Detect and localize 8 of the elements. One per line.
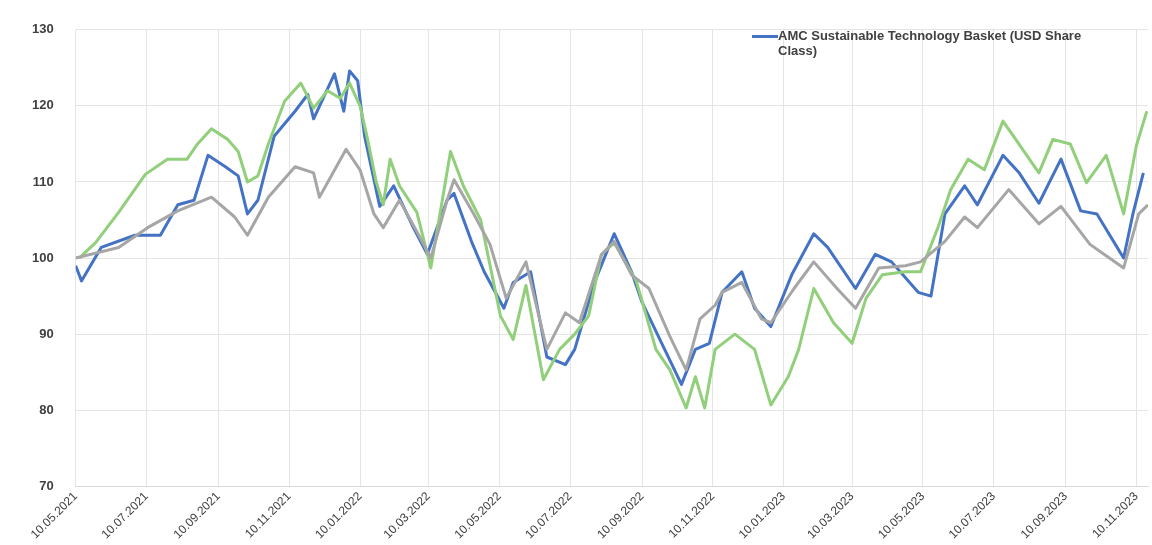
y-tick-label: 90: [39, 325, 54, 341]
y-tick-label: 100: [31, 249, 54, 265]
y-tick-label: 120: [31, 97, 54, 113]
y-tick-label: 80: [39, 401, 54, 417]
y-tick-label: 110: [32, 173, 54, 189]
legend-label: AMC Sustainable Technology Basket (USD Share Class): [778, 28, 1083, 58]
y-tick-label: 130: [31, 21, 54, 37]
y-tick-label: 70: [39, 477, 54, 493]
